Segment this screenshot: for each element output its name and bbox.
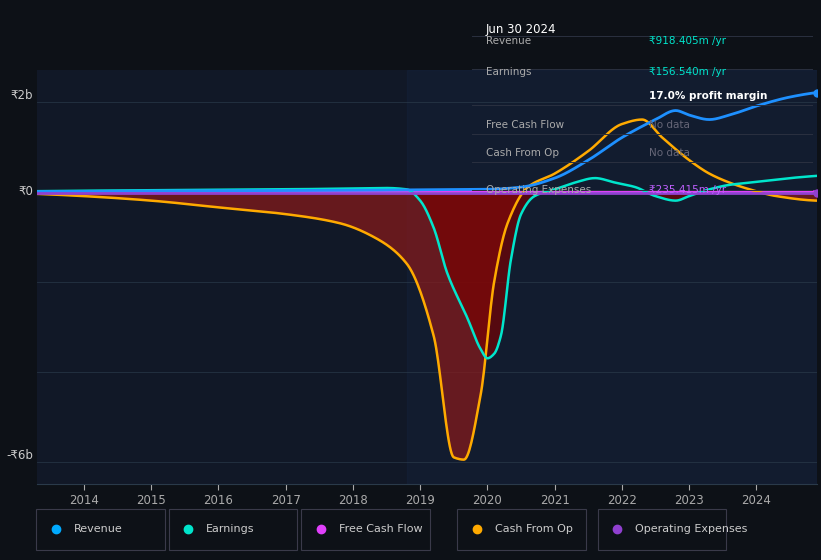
Bar bbox=[406, 70, 817, 484]
Text: Revenue: Revenue bbox=[486, 35, 531, 45]
Text: Cash From Op: Cash From Op bbox=[486, 148, 559, 158]
Bar bbox=[301, 509, 430, 550]
Text: ₹2b: ₹2b bbox=[11, 88, 33, 101]
Bar bbox=[36, 509, 165, 550]
Bar bbox=[598, 509, 727, 550]
Text: No data: No data bbox=[649, 148, 690, 158]
Text: Cash From Op: Cash From Op bbox=[495, 524, 572, 534]
Text: Revenue: Revenue bbox=[74, 524, 122, 534]
Text: ₹235.415m /yr: ₹235.415m /yr bbox=[649, 185, 727, 195]
Text: Free Cash Flow: Free Cash Flow bbox=[339, 524, 422, 534]
Text: Earnings: Earnings bbox=[206, 524, 255, 534]
Text: Operating Expenses: Operating Expenses bbox=[486, 185, 591, 195]
Text: Free Cash Flow: Free Cash Flow bbox=[486, 119, 564, 129]
Text: -₹6b: -₹6b bbox=[7, 449, 33, 462]
Bar bbox=[457, 509, 586, 550]
Text: Operating Expenses: Operating Expenses bbox=[635, 524, 747, 534]
Text: 17.0% profit margin: 17.0% profit margin bbox=[649, 91, 768, 101]
Text: Jun 30 2024: Jun 30 2024 bbox=[486, 24, 556, 36]
Bar bbox=[169, 509, 297, 550]
Text: Earnings: Earnings bbox=[486, 67, 531, 77]
Text: ₹918.405m /yr: ₹918.405m /yr bbox=[649, 35, 727, 45]
Text: ₹156.540m /yr: ₹156.540m /yr bbox=[649, 67, 727, 77]
Text: ₹0: ₹0 bbox=[18, 185, 33, 198]
Text: No data: No data bbox=[649, 119, 690, 129]
